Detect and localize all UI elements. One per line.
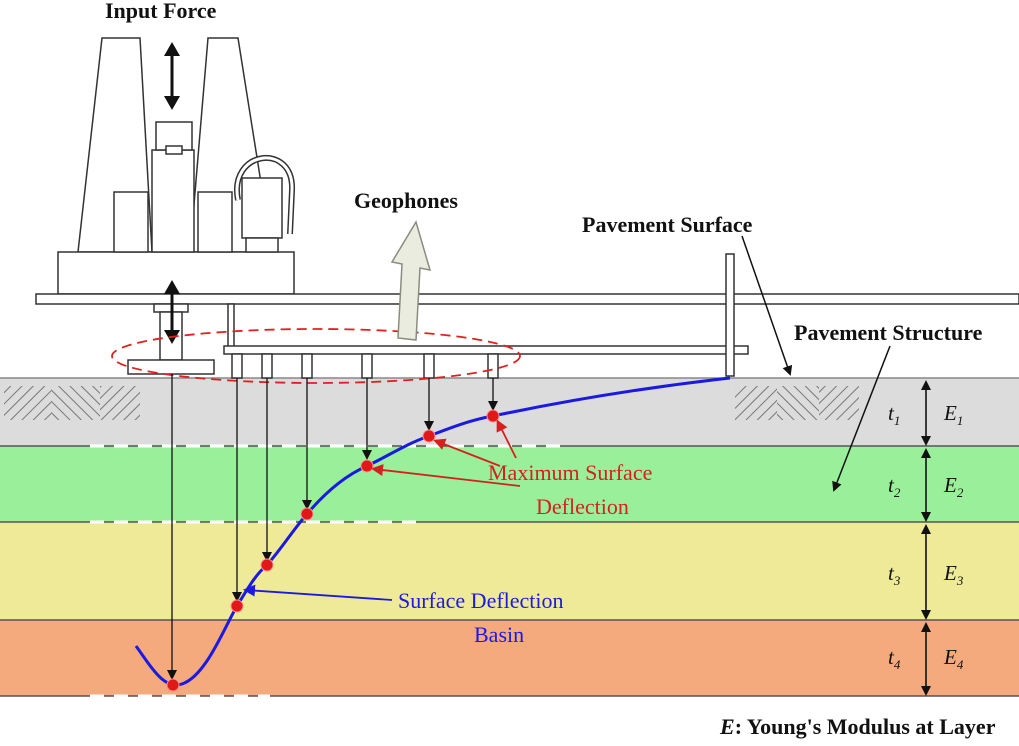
geophone-bar <box>223 345 749 355</box>
sensor-point <box>422 429 436 443</box>
fwd-device <box>35 37 1019 379</box>
input-force-arrows <box>164 42 180 344</box>
deflection-lines <box>167 374 498 680</box>
svg-text:t2: t2 <box>888 473 901 500</box>
basin-label-1: Surface Deflection <box>398 588 564 613</box>
sensor-highlight-ellipse <box>111 328 521 384</box>
load-plate <box>127 359 215 375</box>
max-deflection-label-2: Deflection <box>536 494 629 519</box>
sensor-point <box>300 507 314 521</box>
sensor-point <box>230 599 244 613</box>
layer-4-labels: t4 E4 <box>888 645 964 672</box>
basin-arrow <box>243 584 393 601</box>
pavement-structure-label: Pavement Structure <box>794 320 983 345</box>
svg-text:E3: E3 <box>943 561 964 588</box>
max-deflection-label-1: Maximum Surface <box>488 460 652 485</box>
svg-text:t3: t3 <box>888 561 901 588</box>
sensor-point <box>486 409 500 423</box>
svg-text:E1: E1 <box>943 401 963 428</box>
layer-1-labels: t1 E1 <box>888 401 963 428</box>
legend-note: E: Young's Modulus at Layer <box>719 714 996 739</box>
pavement-hatch-left <box>4 386 140 420</box>
sensor-point <box>260 558 274 572</box>
surface-leader <box>741 235 793 376</box>
layer-3 <box>0 522 1019 620</box>
deflection-basin-curve <box>134 376 731 687</box>
layer-2-labels: t2 E2 <box>888 473 964 500</box>
svg-text:t4: t4 <box>888 645 901 672</box>
sensor-point <box>360 459 374 473</box>
pavement-layers <box>0 377 1019 698</box>
input-force-label: Input Force <box>105 0 217 23</box>
max-deflection-arrows <box>371 419 521 487</box>
pavement-surface-label: Pavement Surface <box>582 212 753 237</box>
svg-text:E2: E2 <box>943 473 964 500</box>
pavement-hatch-right <box>735 386 859 420</box>
structure-leader <box>832 345 891 492</box>
sensor-points <box>166 409 500 692</box>
svg-text:E4: E4 <box>943 645 964 672</box>
svg-text:t1: t1 <box>888 401 900 428</box>
sensor-point <box>166 678 180 692</box>
sensor-beam <box>35 293 1019 305</box>
geophones-arrow <box>390 220 432 341</box>
basin-label-2: Basin <box>474 622 524 647</box>
layer-3-labels: t3 E3 <box>888 561 964 588</box>
thickness-markers <box>921 380 931 696</box>
geophones-label: Geophones <box>354 188 458 213</box>
